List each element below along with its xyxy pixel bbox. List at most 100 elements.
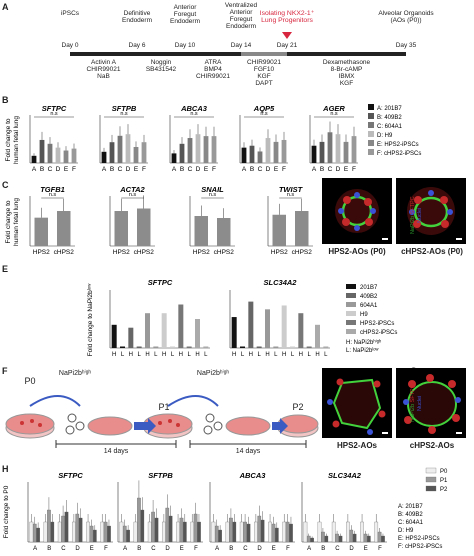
highlight-marker-icon	[282, 32, 292, 39]
x-tick-label: E	[344, 166, 349, 173]
bar-P0-D	[72, 521, 76, 543]
significance-label: n.s	[330, 111, 338, 117]
x-tick-label: L	[241, 352, 245, 358]
bar-P0-F	[282, 521, 287, 543]
bar-P1-E	[89, 525, 94, 543]
bar-P2-A	[310, 537, 314, 543]
stain-napi2b: NaPi2b	[410, 215, 416, 234]
bar-3	[125, 134, 131, 163]
dish-p2	[277, 414, 319, 438]
x-tick-label: A	[307, 546, 311, 552]
bar-P2-A	[218, 529, 222, 543]
bar-P1-C	[243, 521, 247, 543]
gene-title: SFTPB	[148, 471, 173, 480]
cell-line-key: D: H9	[398, 528, 414, 534]
x-tick-label: D	[349, 546, 354, 552]
significance-label: n.s	[50, 111, 58, 117]
bar-11	[203, 346, 209, 348]
legend-label: P1	[440, 478, 448, 484]
legend-swatch	[346, 320, 356, 325]
x-tick-label: B	[180, 166, 184, 173]
organoid-image	[335, 189, 379, 233]
x-tick-label: C	[328, 166, 333, 173]
x-tick-label: B	[250, 166, 254, 173]
bar-P0-D	[162, 521, 166, 543]
cell-line-key: A: 201B7	[398, 504, 423, 510]
bar-P1-E	[271, 523, 276, 543]
x-tick-label: D	[196, 166, 201, 173]
bar-5	[351, 136, 357, 163]
stain-napi2b: NaPi2b	[410, 403, 416, 422]
x-tick-label: H	[162, 352, 166, 358]
factor-3: CHIR99021 FGF10 KGF DAPT	[247, 59, 281, 87]
bar-P0-E	[360, 521, 364, 543]
significance-label: n.s	[260, 111, 268, 117]
bar-4	[265, 309, 270, 348]
legend-swatch	[425, 467, 437, 474]
legend-swatch	[346, 311, 356, 316]
bar-3	[55, 147, 61, 163]
stain-nuclei: Nuclei	[417, 207, 423, 223]
bar-0	[231, 317, 237, 348]
bar-P2-F	[289, 523, 293, 543]
legend-label: E: HPS2-iPSCs	[377, 142, 419, 148]
micrograph-chps2-aos	[396, 368, 466, 438]
bar-P0-F	[100, 521, 105, 543]
bar-0	[171, 153, 177, 163]
stain-sftpc: SFTPC	[410, 196, 416, 215]
bar-6	[161, 313, 167, 348]
scale-bar	[382, 238, 388, 240]
bar-P0-F	[374, 521, 379, 543]
x-tick-label: C	[118, 166, 123, 173]
legend-label: 201B7	[360, 285, 378, 291]
gene-title: ABCA3	[239, 471, 267, 480]
bar-P0-B	[43, 521, 48, 543]
significance-label: n.s	[209, 192, 217, 198]
x-tick-label: A	[102, 166, 107, 173]
bar-P1-B	[321, 531, 325, 543]
legend-label: C: 604A1	[377, 124, 403, 130]
gene-title: TGFB1	[40, 185, 65, 194]
x-tick-label: H	[179, 352, 183, 358]
x-tick-label: A	[123, 546, 127, 552]
day-0: Day 0	[61, 42, 79, 49]
x-tick-label: B	[321, 546, 325, 552]
gene-title: AGER	[322, 104, 345, 113]
x-tick-label: B	[229, 546, 233, 552]
bar-P1-A	[32, 523, 37, 543]
x-tick-label: A	[172, 166, 177, 173]
legend-label: P2	[440, 487, 448, 493]
bar-1	[39, 139, 45, 163]
bar-2	[248, 301, 254, 348]
bar-5	[153, 346, 159, 348]
x-tick-label: H	[249, 352, 253, 358]
organoid-image	[407, 187, 455, 235]
x-tick-label: B	[137, 546, 141, 552]
stage-0: iPSCs	[60, 10, 80, 17]
x-tick-label: HPS2	[113, 249, 130, 256]
cells-icon	[65, 413, 223, 435]
stage-4: Isolating NKX2-1⁺ Lung Progenitors	[259, 10, 315, 24]
bar-P0-B	[317, 521, 322, 543]
x-tick-label: H	[282, 352, 286, 358]
x-tick-label: F	[378, 546, 382, 552]
bar-P2-B	[324, 535, 329, 543]
stage-2: Anterior Foregut Endoderm	[170, 4, 200, 25]
scale-bar	[456, 238, 462, 240]
x-tick-label: L	[291, 352, 295, 358]
bar-1	[249, 145, 255, 163]
panel-label-b: B	[2, 95, 9, 105]
bar-P2-F	[381, 535, 385, 543]
bar-7	[170, 346, 175, 348]
bar-P0-A	[29, 521, 34, 543]
x-tick-label: H	[315, 352, 319, 358]
x-tick-label: C	[335, 546, 340, 552]
legend-swatch	[425, 476, 437, 483]
bar-P2-C	[338, 535, 343, 543]
stain-legend-d: NaPi2b SFTPC Nuclei	[410, 190, 423, 240]
bar-P1-F	[377, 531, 382, 543]
x-tick-label: L	[171, 352, 175, 358]
bar-P1-D	[165, 507, 170, 543]
bar-P1-F	[193, 513, 198, 543]
bar-P2-B	[140, 509, 145, 543]
